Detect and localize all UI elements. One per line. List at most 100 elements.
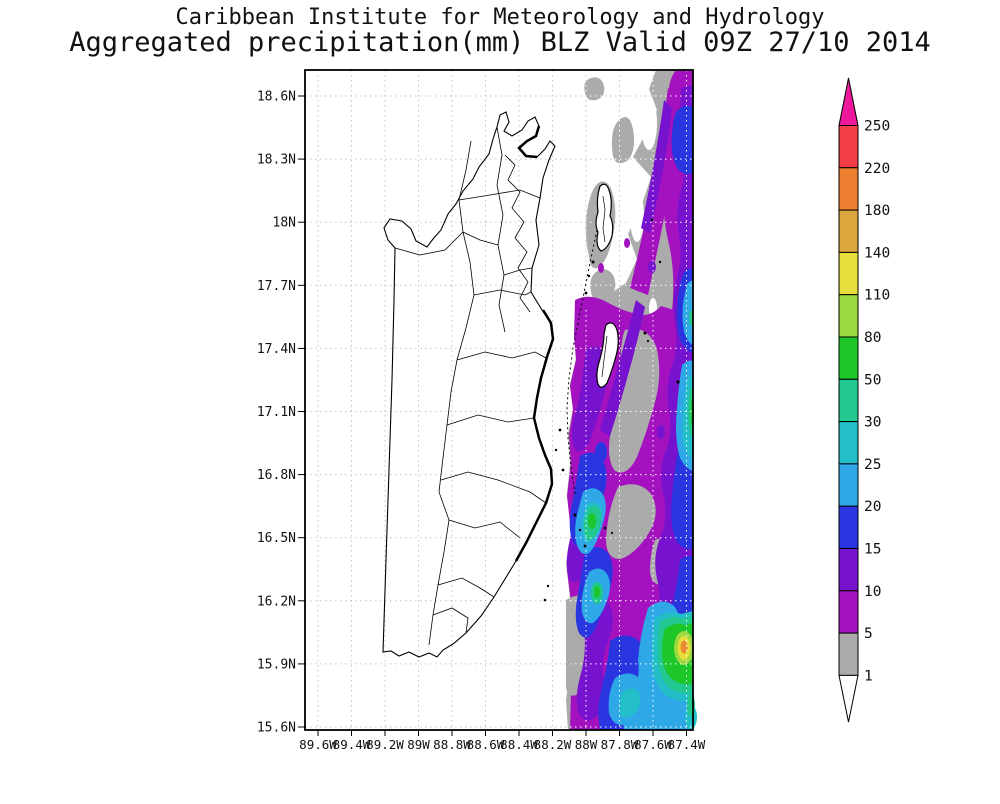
axis-labels: 18.6N 18.3N 18N 17.7N 17.4N 17.1N 16.8N 16.5N 16… (257, 90, 706, 753)
colorbar-label: 25 (864, 457, 881, 473)
watershed-boundary (428, 140, 475, 646)
caye-dot (610, 531, 614, 535)
watershed-boundary (503, 267, 533, 276)
x-tick-label: 87.4W (668, 737, 706, 752)
caye-dot (591, 260, 595, 264)
x-tick-label: 87.6W (634, 737, 672, 752)
x-tick-label: 89W (407, 737, 430, 752)
y-tick-label: 15.9N (257, 657, 296, 672)
watershed-boundary (394, 231, 464, 256)
map-frame (304, 69, 694, 731)
y-tick-label: 17.1N (257, 405, 296, 420)
y-tick-label: 17.7N (257, 279, 296, 294)
caye-dot (573, 513, 577, 517)
colorbar-label: 5 (864, 626, 873, 642)
watershed-boundary (437, 577, 495, 598)
y-tick-label: 16.2N (257, 594, 296, 609)
watershed-boundary (448, 519, 521, 539)
caye-dot (658, 260, 662, 264)
colorbar-label: 180 (864, 203, 890, 219)
watershed-boundary (462, 231, 499, 246)
colorbar-segment (838, 167, 859, 211)
rain-1-5mm-gray (611, 117, 635, 164)
rain-30-50mm-tealgreen (689, 310, 693, 326)
rain-5-10mm-magenta (598, 263, 604, 273)
watershed-boundary (440, 471, 547, 504)
y-tick-label: 15.6N (257, 720, 296, 735)
rain-1-5mm-gray (584, 77, 605, 101)
coastal-fringe (517, 125, 541, 159)
colorbar-segment (838, 251, 859, 296)
watershed-boundary (456, 351, 547, 361)
caye-dot (584, 291, 588, 295)
barrier-reef (566, 229, 598, 495)
colorbar-segment (838, 590, 859, 634)
rain-25-30mm-teal (619, 688, 641, 718)
y-tick-label: 18.3N (257, 153, 296, 168)
gray-patches-over-magenta (606, 484, 656, 560)
colorbar-label: 50 (864, 372, 881, 388)
caye-dot (650, 218, 654, 222)
colorbar-label: 15 (864, 542, 881, 558)
colorbar-segment (838, 336, 859, 380)
caye-dot (558, 428, 562, 432)
coastal-fringe (514, 309, 555, 562)
x-tick-label: 89.2W (366, 737, 404, 752)
caye-dot (676, 380, 680, 384)
x-tick-label: 89.6W (299, 737, 337, 752)
colorbar-arrow-bottom (838, 674, 859, 723)
x-tick-label: 88.6W (467, 737, 505, 752)
x-tick-label: 88.4W (500, 737, 538, 752)
rain-10-15mm-violet (641, 100, 672, 233)
rain-5-10mm-magenta (624, 238, 630, 248)
y-tick-label: 16.8N (257, 468, 296, 483)
colorbar-arrow-top (838, 77, 859, 126)
field-white-holes (630, 190, 644, 242)
colorbar-label: 80 (864, 330, 881, 346)
colorbar-label: 110 (864, 288, 890, 304)
colorbar-label: 10 (864, 584, 881, 600)
colorbar-segment (838, 548, 859, 592)
colorbar-label: 140 (864, 245, 890, 261)
colorbar-segment (838, 463, 859, 507)
caye-dot (543, 598, 547, 602)
colorbar-segment (838, 209, 859, 253)
watershed-boundary (496, 126, 506, 333)
colorbar-label: 250 (864, 119, 890, 135)
rain-50-80mm-green (594, 586, 600, 598)
watershed-boundary (446, 414, 535, 426)
y-tick-label: 17.4N (257, 342, 296, 357)
rain-15-20mm-blue (671, 447, 693, 550)
colorbar-label: 1 (864, 668, 873, 684)
colorbar-label: 220 (864, 161, 890, 177)
island-detail (601, 335, 608, 378)
rain-10-15mm-violet (657, 425, 665, 439)
colorbar-label: 30 (864, 415, 881, 431)
watershed-boundary (504, 154, 531, 313)
rain-1-5mm-gray (590, 269, 616, 301)
caye-dot (578, 528, 582, 532)
belize-outline (382, 111, 556, 658)
colorbar-segment (838, 632, 859, 676)
x-tick-label: 88W (575, 737, 598, 752)
caye-dot (546, 584, 550, 588)
watershed-boundary (458, 189, 541, 201)
page-title: Caribbean Institute for Meteorology and … (175, 5, 825, 30)
rain-10-15mm-violet (648, 261, 656, 273)
rain-50-80mm-green (588, 513, 596, 529)
caye-dot (583, 544, 587, 548)
colorbar-segment (838, 421, 859, 465)
caye-dot (587, 274, 591, 278)
rain-20-25mm-skyblue (682, 280, 693, 345)
caye-dot (561, 468, 565, 472)
caye-dot (554, 448, 558, 452)
island-detail (602, 195, 606, 243)
colorbar: 250 220 180 140 110 80 50 30 25 20 15 10 5 1 (838, 77, 890, 723)
rain-15-20mm-blue (595, 442, 607, 462)
caye-dot (643, 331, 647, 335)
precip-layer-rain-140-180mm-orange-core (680, 640, 688, 654)
y-tick-label: 16.5N (257, 531, 296, 546)
colorbar-segment (838, 505, 859, 550)
